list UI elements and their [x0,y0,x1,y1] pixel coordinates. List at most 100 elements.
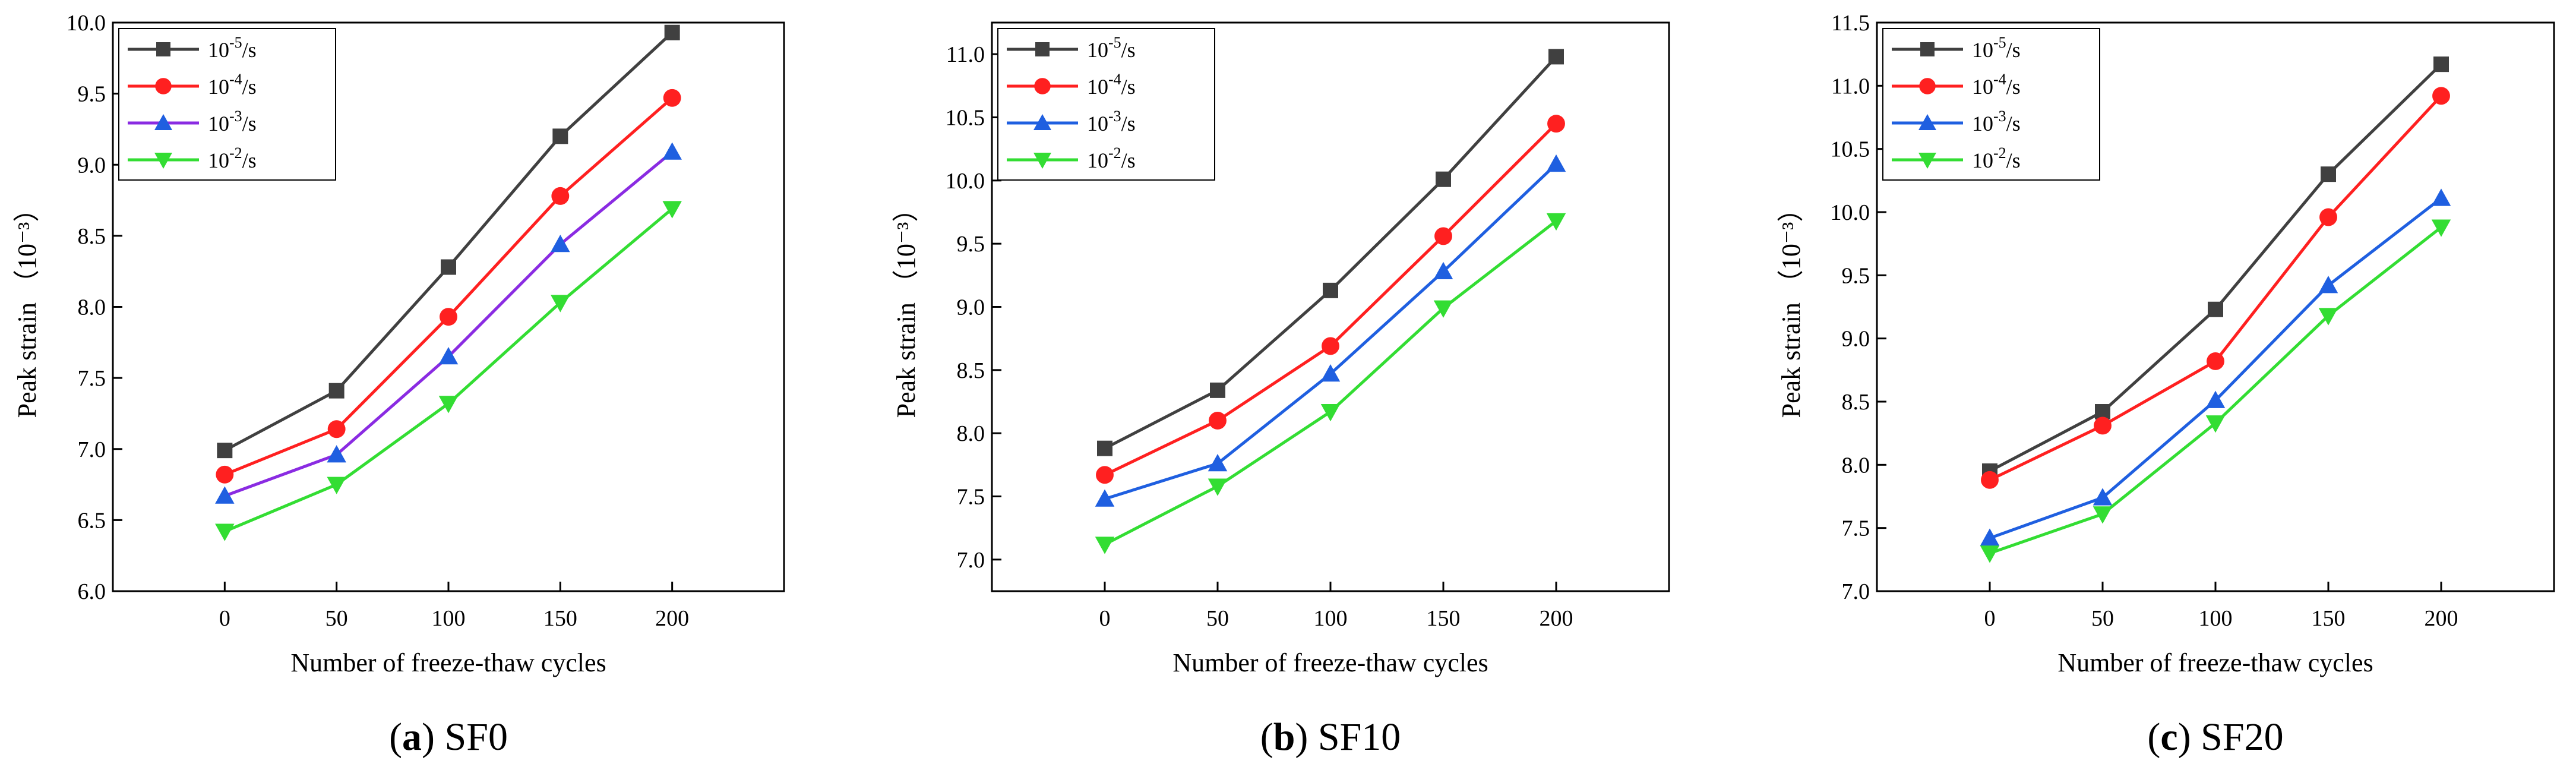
legend-label: 10-2/s [208,144,257,172]
data-point [328,383,344,399]
series-2 [215,142,682,504]
y-tick-label: 7.5 [957,485,985,510]
legend-marker [1919,78,1936,94]
data-point [1434,227,1452,245]
x-axis-title: Number of freeze-thaw cycles [1172,648,1488,677]
data-point [1433,300,1453,318]
chart-panel-b: 7.0 7.5 8.0 8.5 9.0 9.5 10.0 10.5 11.0 0 50 100 150 2… [892,21,1670,759]
x-tick-label: 0 [1099,606,1111,631]
legend: 10-5/s 10-4/s 10-3/s 10-2/s [1882,28,2100,181]
data-point [1320,364,1341,382]
x-tick-label: 50 [2091,606,2114,631]
data-point [438,346,459,365]
y-tick-label: 7.0 [78,437,106,462]
data-point [2431,188,2451,206]
data-point [2432,87,2450,105]
y-tick-label: 11.0 [946,42,985,67]
x-axis-title: Number of freeze-thaw cycles [2057,648,2373,677]
series-line [224,207,674,533]
data-point [215,486,235,504]
series-1 [1981,87,2450,489]
x-axis-title: Number of freeze-thaw cycles [290,648,606,677]
data-point [551,295,570,313]
y-tick-label: 10.0 [67,11,106,36]
data-point [1208,453,1228,472]
data-point [327,476,346,494]
legend-label: 10-3/s [1972,108,2021,135]
y-tick-label: 7.5 [78,366,106,391]
data-point [1546,154,1566,172]
legend-label: 10-3/s [1087,108,1136,135]
y-tick-label: 8.5 [78,224,106,249]
legend-marker [1920,42,1935,56]
x-tick-label: 150 [543,606,577,631]
legend: 10-5/s 10-4/s 10-3/s 10-2/s [118,28,336,181]
data-point [1980,528,2000,546]
series-1 [216,89,681,484]
data-point [662,201,682,219]
legend-label: 10-2/s [1972,144,2021,172]
series-line [1989,226,2442,555]
data-point [327,445,346,463]
y-tick-label: 9.5 [957,232,985,257]
data-point [551,234,570,253]
x-tick-label: 200 [1540,606,1573,631]
data-point [1208,478,1228,496]
x-tick-label: 50 [325,606,348,631]
series-3 [1980,219,2451,563]
data-point [1097,440,1112,456]
data-point [663,89,681,107]
y-tick-label: 11.5 [1831,11,1870,36]
x-tick-label: 200 [2425,606,2458,631]
panel-caption: (b) SF10 [1260,715,1401,759]
data-point [327,420,346,438]
y-tick-label: 8.0 [1842,453,1870,478]
series-0 [1097,49,1564,456]
y-tick-label: 8.0 [78,295,106,320]
data-point [1433,261,1453,279]
legend-marker [154,114,172,130]
series-2 [1095,154,1566,507]
chart-panel-c: 7.0 7.5 8.0 8.5 9.0 9.5 10.0 10.5 11.0 11.5 0 50 100… [1777,11,2555,759]
data-point [2208,301,2223,317]
y-tick-label: 11.0 [1831,74,1870,99]
x-tick-label: 100 [1314,606,1348,631]
data-point [1096,466,1114,484]
data-point [1546,213,1566,231]
data-point [551,187,570,205]
y-axis-title: Peak strain （10⁻³） [1777,196,1806,418]
legend-label: 10-5/s [208,34,257,62]
y-tick-label: 7.0 [957,548,985,573]
x-tick-label: 50 [1206,606,1229,631]
y-tick-label: 10.0 [946,169,985,194]
data-point [1436,171,1451,187]
data-point [441,259,456,275]
data-point [552,128,568,144]
data-point [438,396,459,414]
data-point [2433,56,2449,72]
y-tick-label: 9.0 [957,295,985,320]
data-point [2431,219,2451,237]
series-2 [1980,188,2451,546]
y-tick-label: 9.0 [1842,327,1870,352]
legend-label: 10-2/s [1087,144,1136,172]
y-tick-label: 7.0 [1842,579,1870,604]
data-point [2207,352,2224,370]
series-line [1104,163,1557,501]
legend-label: 10-4/s [1972,71,2021,99]
legend: 10-5/s 10-4/s 10-3/s 10-2/s [997,28,1215,181]
chart-panel-a: 6.0 6.5 7.0 7.5 8.0 8.5 9.0 9.5 10.0 0 50 100 150 200… [12,11,785,759]
legend-marker [1918,114,1936,130]
y-tick-label: 9.0 [78,153,106,178]
y-tick-label: 9.5 [78,82,106,107]
panel-caption: (c) SF20 [2147,715,2283,759]
legend-box [118,28,336,181]
data-point [1095,489,1115,507]
data-point [2094,416,2112,435]
x-tick-label: 100 [2199,606,2233,631]
data-point [1209,411,1227,430]
data-point [2319,208,2337,226]
data-point [1548,49,1564,65]
legend-label: 10-3/s [208,108,257,135]
